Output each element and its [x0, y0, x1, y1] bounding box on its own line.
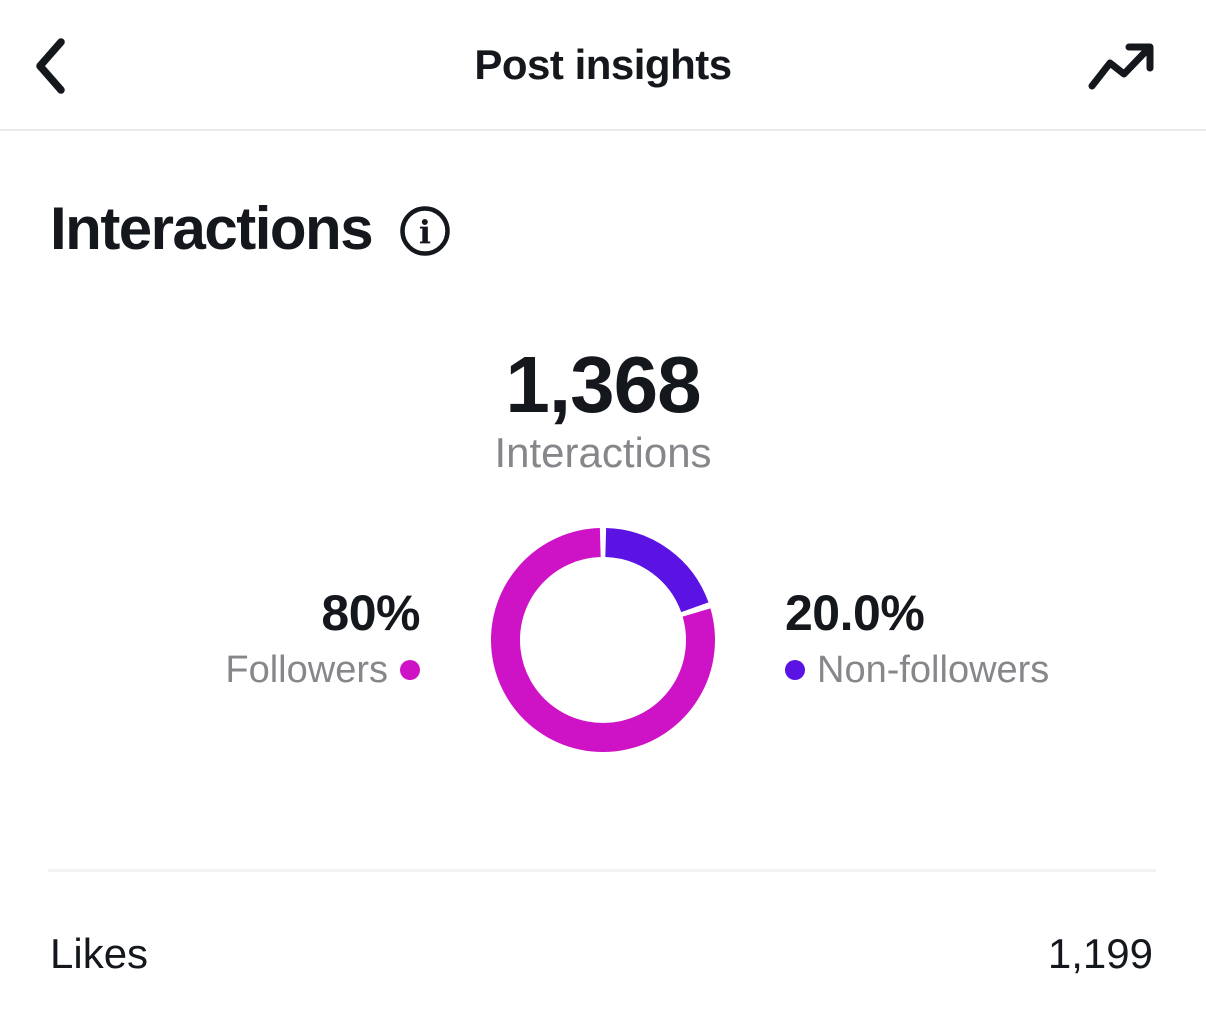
header: Post insights	[0, 0, 1206, 131]
info-icon: i	[400, 206, 450, 256]
followers-percentage: 80%	[321, 585, 420, 641]
total-interactions-value: 1,368	[505, 340, 701, 429]
non-followers-percentage: 20.0%	[785, 585, 925, 641]
svg-text:i: i	[419, 213, 431, 251]
non-followers-label-row: Non-followers	[785, 650, 1049, 690]
section-title: Interactions	[50, 195, 374, 262]
followers-label: Followers	[225, 649, 388, 691]
likes-row[interactable]: Likes 1,199	[0, 930, 1206, 990]
total-interactions-label: Interactions	[494, 429, 712, 476]
likes-value: 1,199	[1047, 930, 1153, 977]
non-followers-label: Non-followers	[817, 649, 1050, 691]
insights-trend-button[interactable]	[1082, 36, 1162, 98]
trending-up-icon	[1088, 43, 1154, 90]
legend-non-followers: 20.0% Non-followers	[785, 588, 1049, 690]
section-heading: Interactions i	[50, 194, 452, 264]
back-button[interactable]	[18, 28, 82, 104]
legend-followers: 80% Followers	[225, 588, 420, 690]
non-followers-dot	[785, 660, 805, 680]
interactions-donut-chart	[453, 490, 753, 790]
donut-svg	[491, 528, 715, 752]
chevron-left-icon	[36, 38, 65, 94]
section-divider	[48, 869, 1156, 872]
info-button[interactable]: i	[398, 204, 452, 258]
page-title: Post insights	[474, 41, 732, 88]
followers-dot	[400, 660, 420, 680]
likes-label: Likes	[50, 930, 149, 977]
followers-label-row: Followers	[225, 650, 420, 690]
